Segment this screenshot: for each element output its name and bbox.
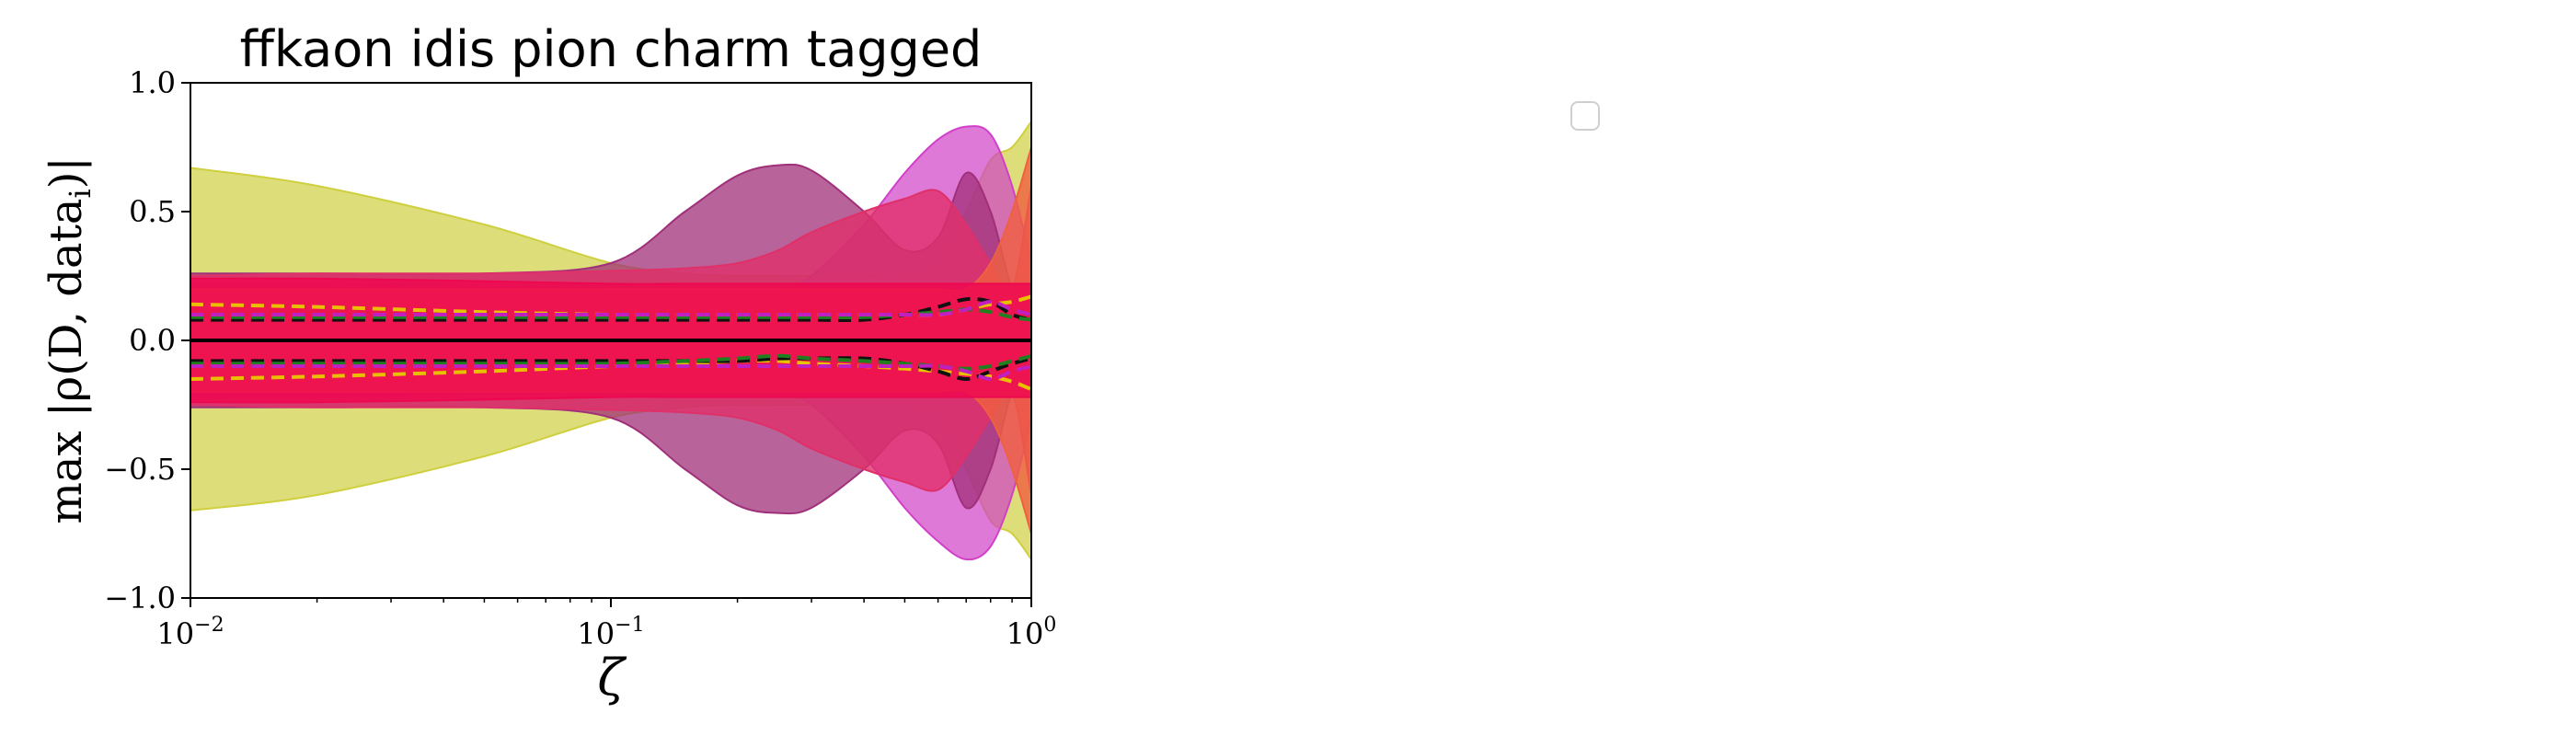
y-axis-label: max |ρ(D, datai)| xyxy=(40,156,98,523)
dashed-line-4 xyxy=(190,356,1031,382)
dashed-line-2 xyxy=(190,359,1031,392)
y-tick-label: 0.0 xyxy=(129,323,176,358)
x-tick-label: 10−1 xyxy=(577,614,644,651)
chart-title: ffkaon idis pion charm tagged xyxy=(240,20,983,78)
dashed-line-5 xyxy=(190,307,1031,322)
legend-empty-box xyxy=(1570,101,1600,131)
y-axis-label-main: max |ρ(D, data xyxy=(40,199,92,524)
dashed-line-8 xyxy=(190,363,1031,382)
dashed-line-6 xyxy=(190,353,1031,371)
line-layer xyxy=(190,294,1031,392)
y-ticks: 1.0 0.5 0.0 −0.5 −1.0 xyxy=(104,65,190,615)
y-tick-label: −0.5 xyxy=(104,452,176,487)
y-axis-label-end: )| xyxy=(40,156,92,189)
y-axis-label-sub: i xyxy=(63,189,98,198)
x-ticks: 10−2 10−1 100 xyxy=(156,598,1056,651)
y-tick-label: 0.5 xyxy=(129,194,176,229)
y-tick-label: −1.0 xyxy=(104,581,176,615)
x-tick-label: 100 xyxy=(1006,614,1057,651)
x-tick-label: 10−2 xyxy=(156,614,224,651)
y-tick-label: 1.0 xyxy=(129,65,176,100)
dashed-line-7 xyxy=(190,299,1031,317)
dashed-line-3 xyxy=(190,296,1031,322)
x-axis-label: ζ xyxy=(597,649,627,707)
